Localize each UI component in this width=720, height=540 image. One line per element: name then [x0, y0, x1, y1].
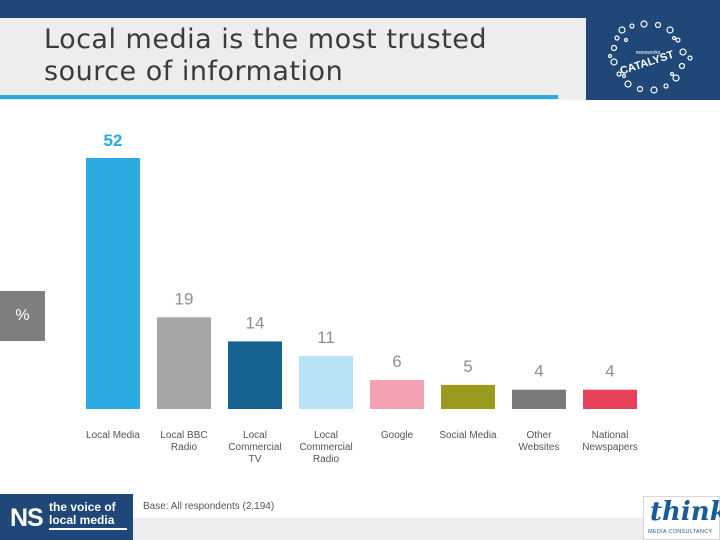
bar-3 [299, 355, 353, 409]
base-note: Base: All respondents (2,194) [143, 501, 275, 512]
ns-logo-line-1: the voice of [49, 500, 116, 514]
value-label-1: 19 [175, 289, 194, 308]
value-label-3: 11 [317, 328, 335, 347]
y-axis-unit-label: % [0, 291, 45, 341]
value-label-7: 4 [605, 362, 614, 381]
title-line-2: source of information [44, 56, 344, 87]
footer-background [0, 518, 720, 540]
ns-logo [0, 494, 133, 540]
bar-5 [441, 384, 495, 409]
think-logo: think MEDIA CONSULTANCY [643, 496, 720, 540]
catalyst-badge-icon: newsworks CATALYST [607, 20, 693, 94]
catalyst-logo: newsworks CATALYST [586, 18, 720, 100]
category-label-2: Local Commercial TV [228, 430, 281, 465]
bar-1 [157, 317, 211, 409]
value-label-4: 6 [392, 352, 401, 371]
think-logo-subtitle: MEDIA CONSULTANCY [648, 529, 713, 535]
bar-2 [228, 341, 282, 409]
category-label-5: Social Media [439, 430, 497, 441]
bar-6 [512, 389, 566, 409]
value-label-6: 4 [534, 362, 543, 381]
category-label-3: Local Commercial Radio [299, 430, 352, 465]
title-underline [0, 95, 558, 99]
ns-logo-line-2: local media [49, 513, 115, 527]
category-label-7: National Newspapers [582, 430, 638, 453]
ns-logo-text: the voice of local media [49, 501, 116, 527]
catalyst-small-text: newsworks [636, 50, 661, 56]
title-line-1: Local media is the most trusted [44, 24, 488, 55]
ns-logo-underline [49, 528, 127, 530]
bar-7 [583, 389, 637, 409]
category-label-0: Local Media [86, 430, 140, 441]
category-label-6: Other Websites [519, 430, 560, 453]
ns-logo-mark: NS [10, 504, 44, 532]
bar-4 [370, 380, 424, 409]
category-label-1: Local BBC Radio [160, 430, 207, 453]
bar-0 [86, 158, 140, 409]
slide-title: Local media is the most trusted source o… [44, 24, 564, 88]
think-logo-word: think [650, 497, 720, 527]
value-label-2: 14 [246, 313, 265, 332]
value-label-0: 52 [104, 131, 123, 150]
value-label-5: 5 [463, 357, 472, 376]
category-label-4: Google [381, 430, 414, 441]
header-top-band [0, 0, 720, 18]
